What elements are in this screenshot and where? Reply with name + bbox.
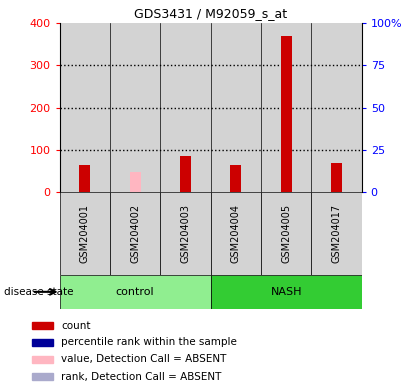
Bar	[180, 156, 191, 192]
Text: GSM204004: GSM204004	[231, 204, 241, 263]
Bar	[261, 192, 312, 275]
Bar	[312, 192, 362, 275]
Bar	[60, 23, 110, 192]
Text: GSM204001: GSM204001	[80, 204, 90, 263]
Text: percentile rank within the sample: percentile rank within the sample	[61, 338, 237, 348]
Bar	[331, 163, 342, 192]
Text: GSM204005: GSM204005	[281, 204, 291, 263]
Text: disease state: disease state	[4, 287, 74, 297]
Text: rank, Detection Call = ABSENT: rank, Detection Call = ABSENT	[61, 372, 222, 382]
Bar	[32, 373, 53, 380]
Bar	[79, 165, 90, 192]
Bar	[32, 339, 53, 346]
Bar	[60, 275, 211, 309]
Bar	[110, 192, 160, 275]
Bar	[210, 192, 261, 275]
Bar	[32, 322, 53, 329]
Bar	[129, 172, 141, 192]
Bar	[230, 165, 241, 192]
Text: value, Detection Call = ABSENT: value, Detection Call = ABSENT	[61, 354, 226, 364]
Bar	[281, 36, 292, 192]
Bar	[210, 23, 261, 192]
Text: GSM204002: GSM204002	[130, 204, 140, 263]
Title: GDS3431 / M92059_s_at: GDS3431 / M92059_s_at	[134, 7, 287, 20]
Text: NASH: NASH	[270, 287, 302, 297]
Bar	[261, 23, 312, 192]
Bar	[312, 23, 362, 192]
Text: count: count	[61, 321, 90, 331]
Bar	[160, 192, 210, 275]
Bar	[160, 23, 210, 192]
Text: GSM204003: GSM204003	[180, 204, 190, 263]
Text: GSM204017: GSM204017	[332, 204, 342, 263]
Bar	[32, 356, 53, 363]
Bar	[110, 23, 160, 192]
Bar	[210, 275, 362, 309]
Text: control: control	[116, 287, 155, 297]
Bar	[60, 192, 110, 275]
